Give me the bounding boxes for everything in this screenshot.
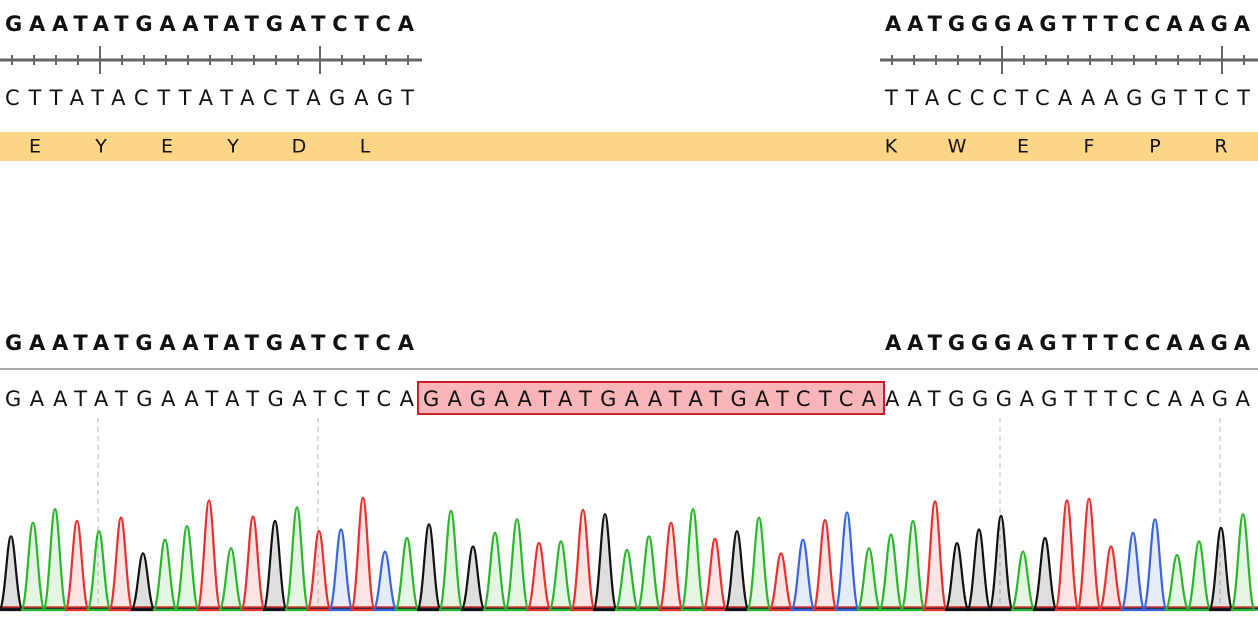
sequence: AATGGGAGTTTCCAAGA bbox=[885, 331, 1251, 355]
trace-peak bbox=[613, 548, 641, 612]
trace-peak bbox=[1009, 550, 1037, 612]
trace-peak bbox=[1053, 499, 1081, 612]
trace-peak bbox=[107, 516, 135, 612]
sequence: GAATATGAATATGATCTCA bbox=[5, 387, 415, 411]
trace-peak bbox=[151, 538, 179, 612]
amino-acid: R bbox=[1214, 136, 1227, 158]
trace-peak bbox=[327, 528, 355, 612]
trace-peak bbox=[833, 511, 861, 612]
trace-peak bbox=[283, 506, 311, 612]
trace-peak bbox=[635, 535, 663, 612]
trace-peak bbox=[943, 541, 971, 612]
trace-peak bbox=[481, 531, 509, 612]
amino-acid: F bbox=[1084, 136, 1095, 158]
trace-peak bbox=[811, 518, 839, 612]
trace-peak bbox=[965, 528, 993, 612]
trace-peak bbox=[1229, 513, 1257, 612]
trace-peak bbox=[371, 550, 399, 612]
sequence: AATGGGAGTTTCCAAGA bbox=[885, 12, 1251, 36]
trace-peak bbox=[767, 552, 795, 612]
trace-peak bbox=[129, 552, 157, 612]
trace-peak bbox=[1185, 540, 1213, 612]
trace-peak bbox=[437, 509, 465, 612]
amino-acid: E bbox=[161, 136, 173, 158]
sequence: GAATATGAATATGATCTCA bbox=[5, 12, 415, 36]
trace-peak bbox=[85, 530, 113, 612]
amino-acid: Y bbox=[94, 136, 107, 158]
trace-peak bbox=[1141, 518, 1169, 612]
trace-peak bbox=[63, 519, 91, 612]
trace-peak bbox=[899, 519, 927, 612]
amino-acid: D bbox=[292, 136, 307, 158]
amino-acid: E bbox=[1017, 136, 1029, 158]
amino-acid: K bbox=[885, 136, 898, 158]
trace-peak bbox=[459, 545, 487, 612]
trace-peak bbox=[525, 541, 553, 612]
trace-peak bbox=[1097, 545, 1125, 612]
trace-peak bbox=[349, 496, 377, 612]
trace-peak bbox=[393, 536, 421, 612]
trace-peak bbox=[921, 500, 949, 612]
trace-peak bbox=[679, 507, 707, 612]
trace-peak bbox=[1163, 553, 1191, 612]
trace-peak bbox=[503, 518, 531, 612]
trace-peak bbox=[239, 515, 267, 612]
amino-acid: W bbox=[948, 136, 967, 158]
sequence: AATGGGAGTTTCCAAGA bbox=[885, 387, 1251, 411]
amino-acid: P bbox=[1149, 136, 1160, 158]
trace-peak bbox=[173, 524, 201, 612]
sequence: CTTATACTTATACTAGAGT bbox=[5, 86, 414, 110]
trace-peak bbox=[745, 516, 773, 612]
trace-peak bbox=[1031, 536, 1059, 612]
sequence: TTACCCTCAAAGGTTCT bbox=[884, 86, 1250, 110]
trace-peak bbox=[657, 521, 685, 612]
amino-acid: Y bbox=[226, 136, 239, 158]
trace-peak bbox=[1119, 531, 1147, 612]
sequence: GAGAATATGAATATGATCTCA bbox=[423, 387, 877, 411]
trace-peak bbox=[723, 530, 751, 612]
trace-peak bbox=[877, 533, 905, 612]
trace-peak bbox=[1207, 526, 1235, 612]
trace-peak bbox=[789, 538, 817, 612]
trace-peak bbox=[569, 508, 597, 612]
trace-peak bbox=[0, 535, 25, 612]
trace-peak bbox=[261, 519, 289, 612]
trace-peak bbox=[195, 499, 223, 612]
trace-peak bbox=[217, 547, 245, 612]
amino-acid: E bbox=[29, 136, 41, 158]
sequence: GAATATGAATATGATCTCA bbox=[5, 331, 415, 355]
trace-peak bbox=[41, 507, 69, 612]
trace-peak bbox=[547, 540, 575, 612]
trace-peak bbox=[1075, 497, 1103, 612]
trace-peak bbox=[415, 523, 443, 612]
trace-peak bbox=[591, 513, 619, 612]
translation-band bbox=[0, 132, 1258, 161]
trace-peak bbox=[701, 537, 729, 612]
trace-peak bbox=[987, 514, 1015, 612]
amino-acid: L bbox=[360, 136, 371, 158]
trace-peak bbox=[19, 521, 47, 612]
trace-peak bbox=[855, 547, 883, 612]
insertion-box bbox=[417, 381, 885, 415]
trace-peak bbox=[305, 529, 333, 612]
